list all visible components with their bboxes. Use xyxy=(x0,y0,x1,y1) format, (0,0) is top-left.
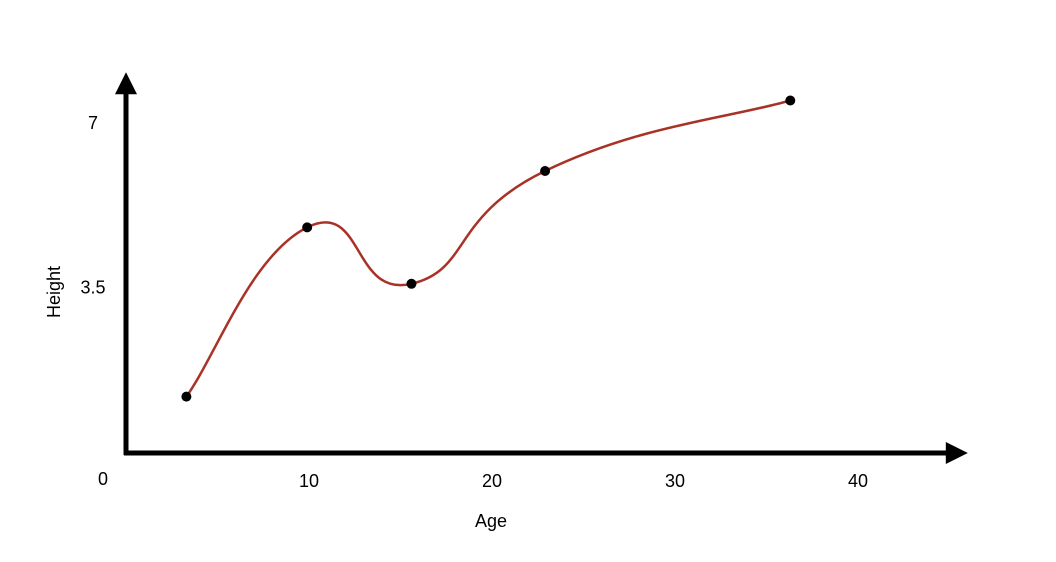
x-tick-label: 0 xyxy=(98,469,108,489)
point xyxy=(785,95,796,106)
y-axis-arrow xyxy=(115,72,137,95)
x-tick-label: 20 xyxy=(482,471,502,491)
y-tick-label: 3.5 xyxy=(80,277,105,297)
x-tick-label: 30 xyxy=(665,471,685,491)
x-axis-arrow xyxy=(945,442,968,464)
point xyxy=(302,222,313,233)
point xyxy=(181,391,192,402)
point xyxy=(540,166,551,176)
line xyxy=(185,99,791,398)
y-axis-title: Height xyxy=(44,266,64,318)
x-tick-label: 10 xyxy=(299,471,319,491)
point xyxy=(406,278,417,289)
x-axis-title: Age xyxy=(475,511,507,531)
y-tick-label: 7 xyxy=(88,113,98,133)
x-tick-label: 40 xyxy=(848,471,868,491)
